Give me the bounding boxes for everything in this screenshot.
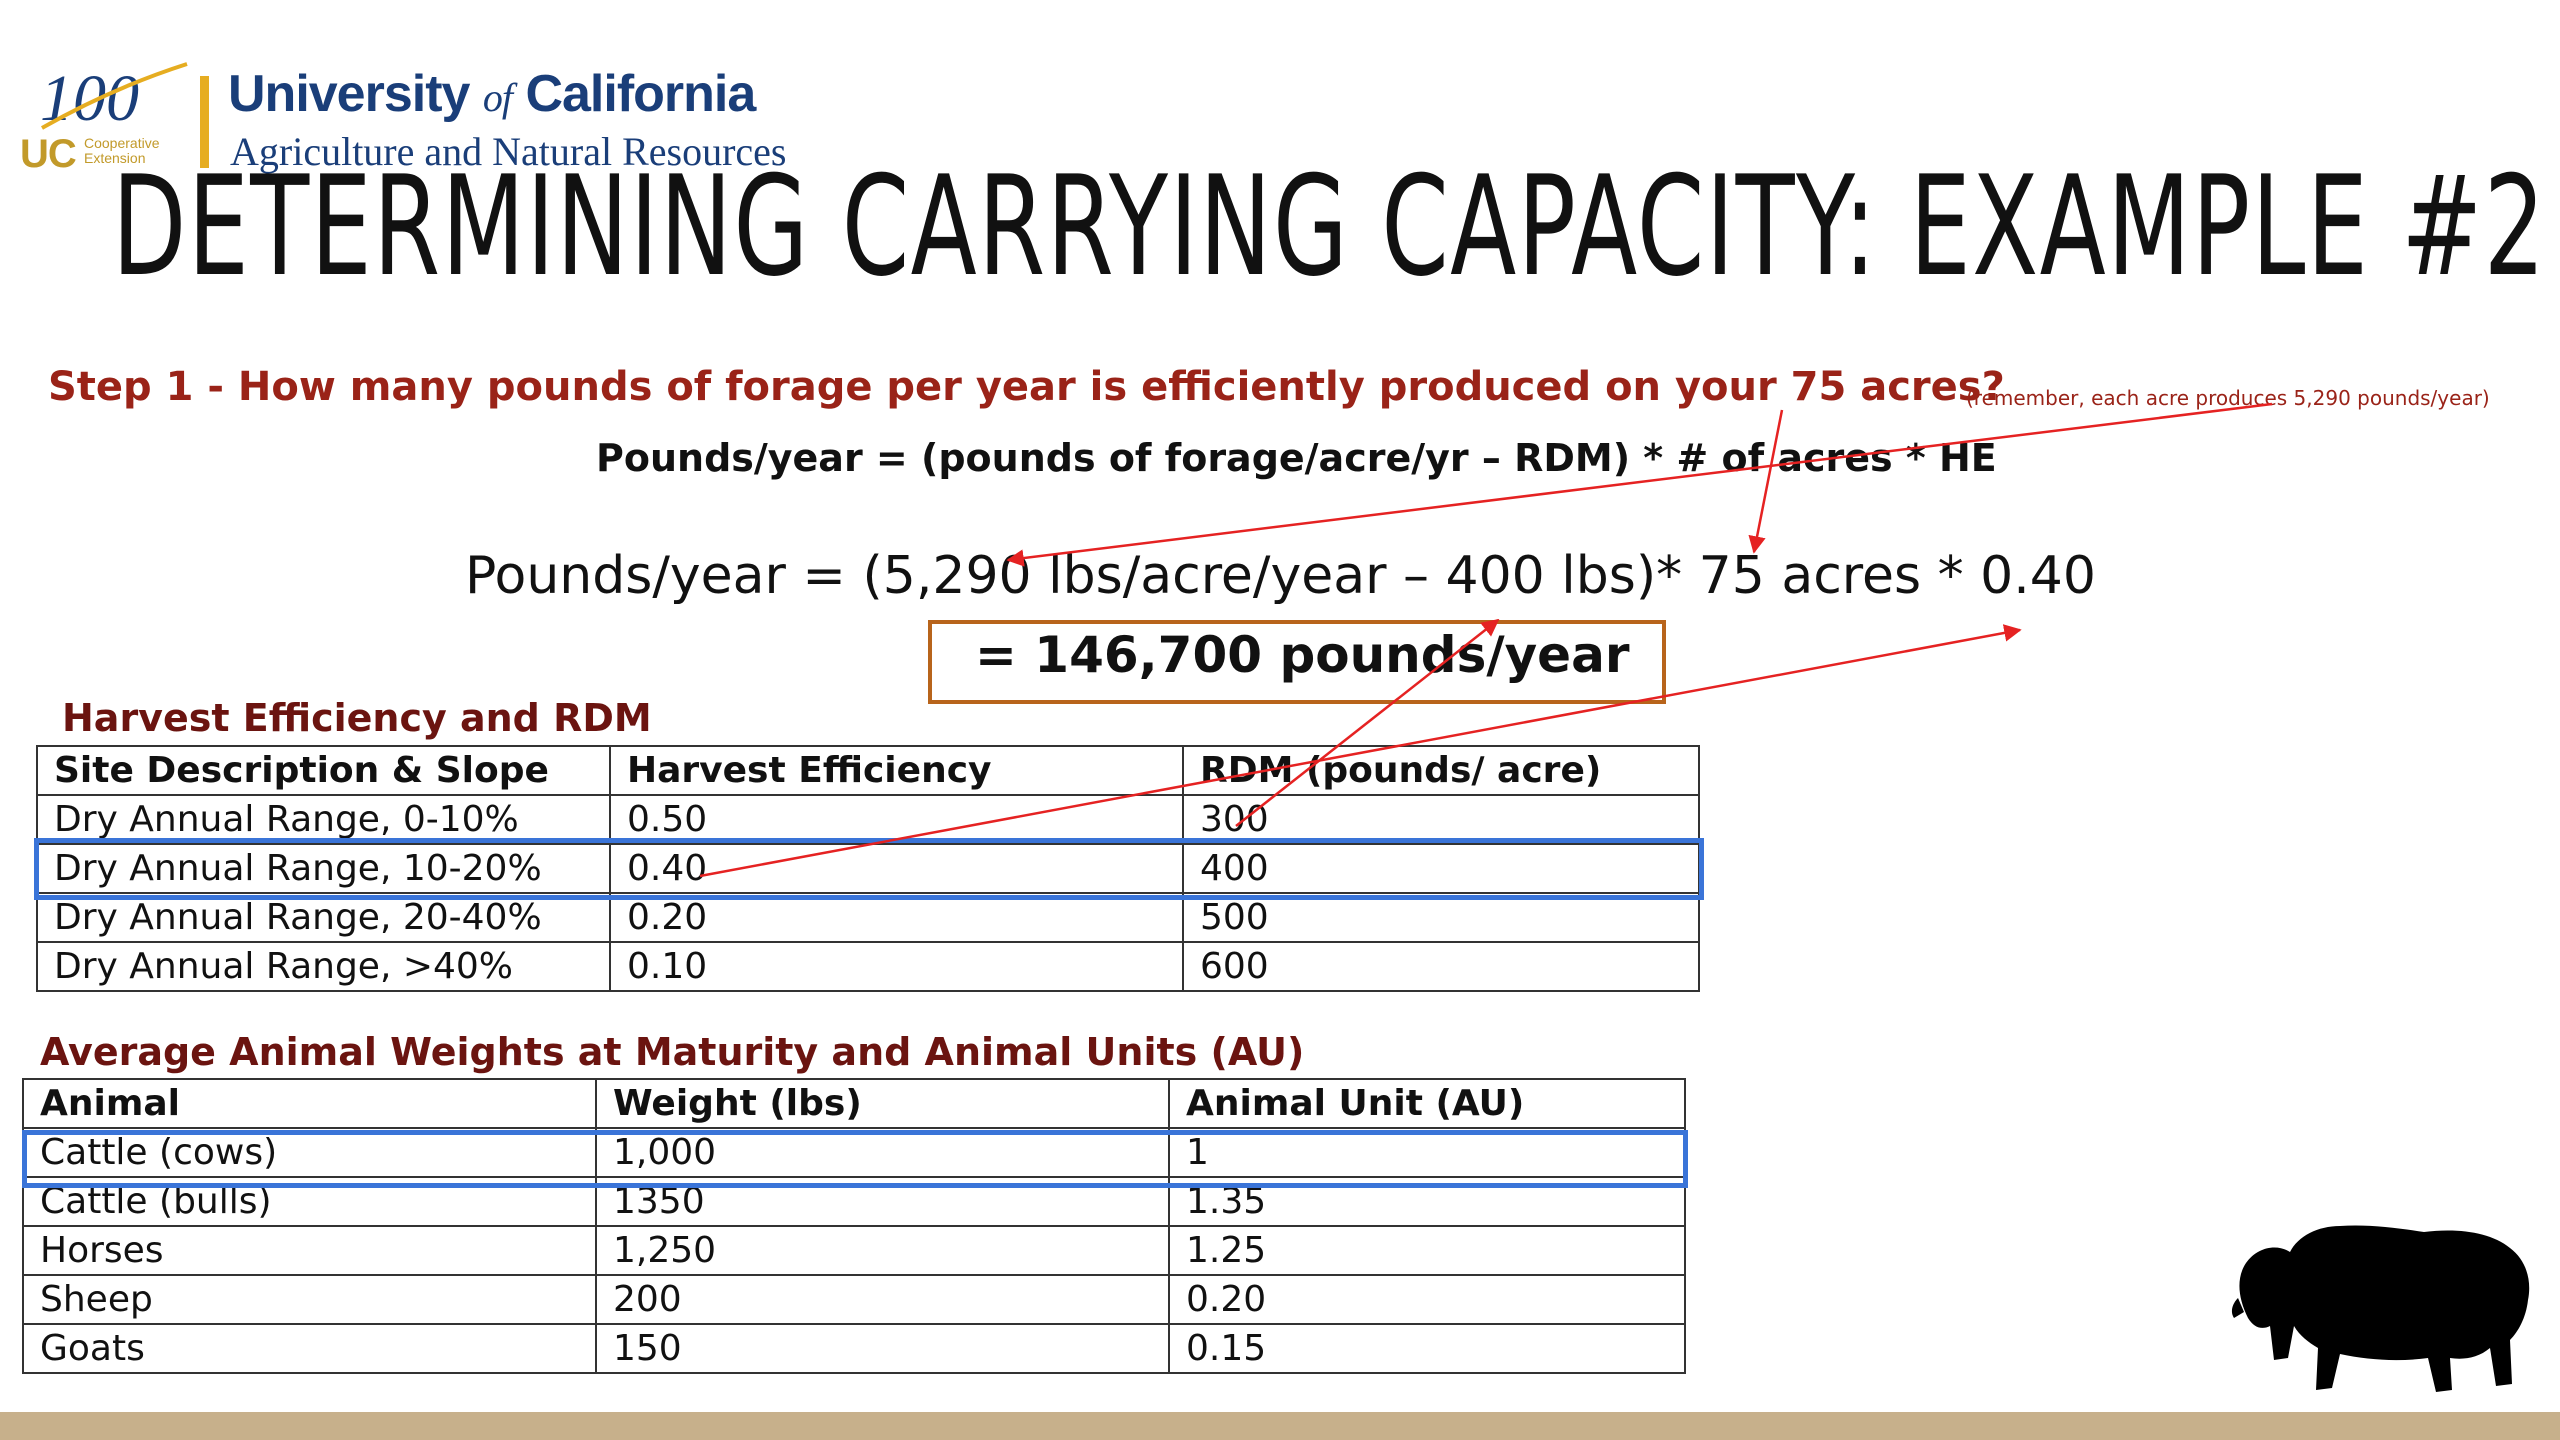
table-header: RDM (pounds/ acre) (1182, 745, 1700, 796)
table-cell: 150 (595, 1323, 1170, 1374)
logo-line1-b: California (512, 65, 756, 123)
table-cell: 500 (1182, 892, 1700, 943)
table-header-row: Animal Weight (lbs) Animal Unit (AU) (22, 1078, 1686, 1129)
table-cell: 0.15 (1168, 1323, 1686, 1374)
logo-coop-text: Cooperative Extension (84, 136, 160, 166)
table-cell: Cattle (cows) (22, 1127, 597, 1178)
formula-general: Pounds/year = (pounds of forage/acre/yr … (596, 436, 1997, 480)
table-cell: 0.20 (609, 892, 1184, 943)
logo-line1-a: University (228, 65, 483, 123)
highlight-box-cattle-row (22, 1130, 1688, 1188)
table-cell: Dry Annual Range, 0-10% (36, 794, 611, 845)
table-cell: Horses (22, 1225, 597, 1276)
table-cell: 1,250 (595, 1225, 1170, 1276)
table-row: Goats 150 0.15 (22, 1323, 1686, 1374)
table-cell: Sheep (22, 1274, 597, 1325)
table-header-row: Site Description & Slope Harvest Efficie… (36, 745, 1700, 796)
logo-university-of-california: University of California (228, 64, 756, 124)
table-row: Sheep 200 0.20 (22, 1274, 1686, 1325)
table-header: Animal Unit (AU) (1168, 1078, 1686, 1129)
table-row: Horses 1,250 1.25 (22, 1225, 1686, 1276)
table-cell: 1 (1168, 1127, 1686, 1178)
harvest-table-heading: Harvest Efficiency and RDM (62, 696, 652, 740)
table-row: Dry Annual Range, >40% 0.10 600 (36, 941, 1700, 992)
highlight-box-harvest-row (34, 838, 1704, 900)
animal-table-heading: Average Animal Weights at Maturity and A… (40, 1030, 1305, 1074)
table-cell: Dry Annual Range, 10-20% (36, 843, 611, 894)
table-cell: 0.50 (609, 794, 1184, 845)
formula-calculation: Pounds/year = (5,290 lbs/acre/year – 400… (465, 546, 2096, 606)
animal-units-table: Animal Weight (lbs) Animal Unit (AU) Cat… (22, 1078, 1686, 1374)
centennial-100-icon: 100 (40, 62, 188, 135)
logo-agriculture-natural-resources: Agriculture and Natural Resources (230, 129, 787, 174)
table-cell: Dry Annual Range, >40% (36, 941, 611, 992)
table-cell: 200 (595, 1274, 1170, 1325)
table-cell: 1,000 (595, 1127, 1170, 1178)
logo-coop-line2: Extension (84, 150, 146, 166)
bison-icon (2231, 1225, 2530, 1392)
step1-note: (remember, each acre produces 5,290 poun… (1966, 386, 2490, 410)
table-row: Cattle (cows) 1,000 1 (22, 1127, 1686, 1178)
formula-result: = 146,700 pounds/year (975, 626, 1630, 684)
logo-100-text: 100 (40, 62, 139, 135)
logo-coop-line1: Cooperative (84, 135, 160, 151)
arrow-acres-to-75 (1748, 409, 1784, 554)
table-cell: Dry Annual Range, 20-40% (36, 892, 611, 943)
table-cell: 300 (1182, 794, 1700, 845)
table-cell: 0.20 (1168, 1274, 1686, 1325)
slide-title: DETERMINING CARRYING CAPACITY: EXAMPLE #… (112, 146, 2547, 307)
step1-question: Step 1 - How many pounds of forage per y… (48, 364, 2005, 410)
logo-divider (200, 76, 209, 168)
footer-bar (0, 1412, 2560, 1440)
table-cell: 600 (1182, 941, 1700, 992)
table-header: Site Description & Slope (36, 745, 611, 796)
arrow-acre-to-5290 (1006, 402, 2273, 567)
logo-uc-text: UC (20, 132, 77, 176)
table-cell: Goats (22, 1323, 597, 1374)
table-header: Weight (lbs) (595, 1078, 1170, 1129)
table-header: Animal (22, 1078, 597, 1129)
table-header: Harvest Efficiency (609, 745, 1184, 796)
table-cell: 1.25 (1168, 1225, 1686, 1276)
table-row: Dry Annual Range, 20-40% 0.20 500 (36, 892, 1700, 943)
table-row: Dry Annual Range, 0-10% 0.50 300 (36, 794, 1700, 845)
uc-anr-logo: 100 UC Cooperative Extension University … (18, 58, 786, 178)
table-cell: 0.10 (609, 941, 1184, 992)
logo-line1-of: of (482, 75, 513, 120)
